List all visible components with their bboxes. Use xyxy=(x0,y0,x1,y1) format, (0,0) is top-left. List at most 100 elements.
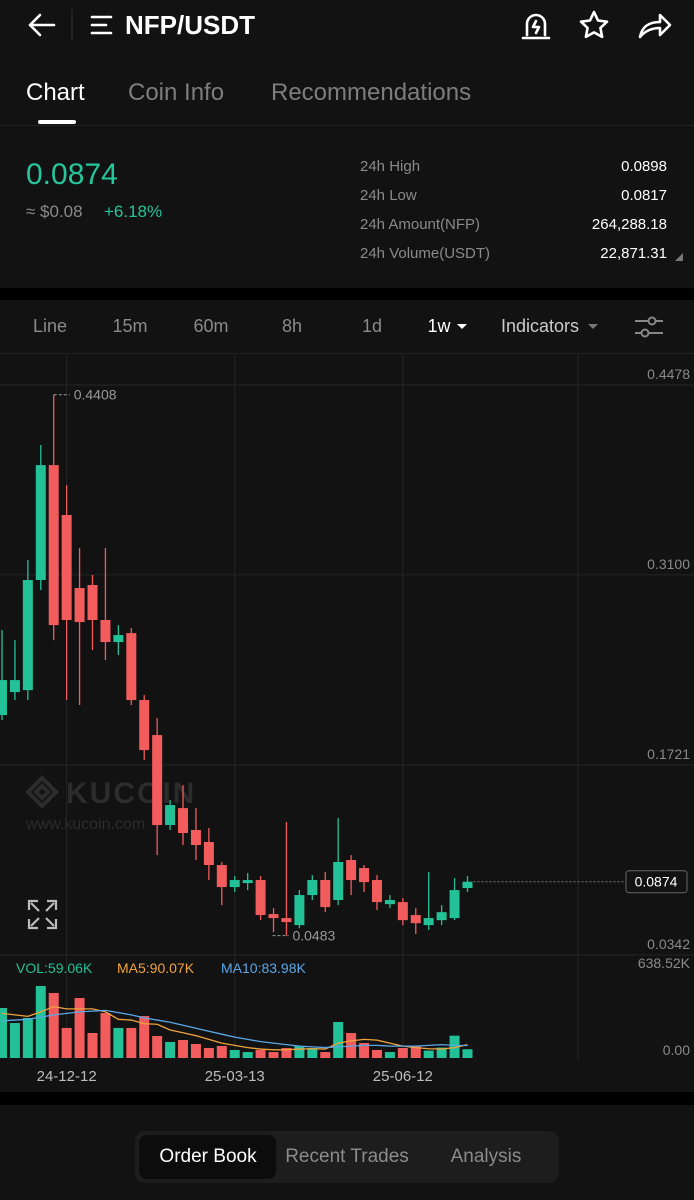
header-icons xyxy=(28,9,672,41)
candle-body xyxy=(307,880,318,896)
volume-bar xyxy=(100,1013,111,1058)
tab[interactable]: Recommendations xyxy=(271,79,472,106)
tab[interactable]: Coin Info xyxy=(128,79,225,106)
watermark: KUCOIN xyxy=(66,777,196,810)
candle-body xyxy=(190,830,201,846)
alert-icon[interactable] xyxy=(521,13,551,40)
segment[interactable]: Recent Trades xyxy=(285,1146,409,1167)
stat-label: 24h Amount(NFP) xyxy=(360,216,481,233)
settings-icon[interactable] xyxy=(634,314,664,340)
candle-body xyxy=(449,890,460,919)
volume-bar xyxy=(281,1048,292,1058)
interval[interactable]: Line xyxy=(32,316,68,336)
favorite-icon[interactable] xyxy=(579,10,609,39)
volume-bar xyxy=(371,1049,382,1058)
candle-body xyxy=(48,465,59,626)
volume-bar xyxy=(61,1027,72,1058)
legend-entry: MA10:83.98K xyxy=(221,960,306,976)
volume-bar xyxy=(384,1052,395,1058)
volume-bar xyxy=(320,1052,331,1058)
candle-body xyxy=(203,842,214,866)
y-tick-label: 0.1721 xyxy=(647,746,690,762)
candle-body xyxy=(294,895,305,926)
stat-value: 0.0898 xyxy=(621,158,667,175)
volume-bar xyxy=(0,1008,7,1058)
volume-bar xyxy=(9,1023,20,1058)
y-tick-label: 0.0342 xyxy=(647,936,690,952)
stat-label: 24h Volume(USDT) xyxy=(360,245,491,262)
ma-line xyxy=(1,1005,468,1051)
volume-bar xyxy=(268,1052,279,1058)
volume-bar xyxy=(165,1041,176,1058)
interval[interactable]: 60m xyxy=(193,316,229,336)
volume-bar xyxy=(126,1027,137,1058)
current-price-box xyxy=(625,870,688,894)
candle-body xyxy=(397,902,408,921)
volume-bar xyxy=(333,1021,344,1058)
dropdown-arrows xyxy=(457,324,598,329)
candle-body xyxy=(22,580,33,691)
candle-body xyxy=(152,735,163,826)
tab[interactable]: Chart xyxy=(26,79,85,106)
indicators-button[interactable]: Indicators xyxy=(500,316,580,336)
stat-label: 24h Low xyxy=(360,187,417,204)
share-icon[interactable] xyxy=(638,13,672,39)
volume-bar xyxy=(410,1046,421,1058)
candle-body xyxy=(165,805,176,826)
x-tick-label: 25-03-13 xyxy=(205,1068,265,1085)
interval[interactable]: 8h xyxy=(281,316,303,336)
tab-underline xyxy=(38,120,76,124)
volume-bar xyxy=(423,1050,434,1058)
volume-tick-label: 0.00 xyxy=(663,1042,690,1058)
fullscreen-icon[interactable] xyxy=(27,899,58,930)
candle-body xyxy=(281,918,292,923)
menu-icon[interactable] xyxy=(90,15,113,35)
candle-body xyxy=(61,514,72,620)
candle-body xyxy=(242,880,253,884)
candle-body xyxy=(333,861,344,901)
volume-bar xyxy=(139,1016,150,1058)
volume-bar xyxy=(397,1048,408,1058)
candle-body xyxy=(216,865,227,888)
volume-bar xyxy=(178,1039,189,1058)
volume-bar xyxy=(229,1049,240,1058)
candle-body xyxy=(139,700,150,751)
volume-bar xyxy=(74,998,85,1058)
last-price: 0.0874 xyxy=(26,158,118,191)
interval[interactable]: 1d xyxy=(361,316,383,336)
y-tick-label: 0.4478 xyxy=(647,366,690,382)
watermark-logo xyxy=(25,775,59,809)
divider xyxy=(0,353,694,354)
candle-body xyxy=(371,880,382,903)
volume-bar xyxy=(190,1044,201,1058)
corner-triangle xyxy=(675,253,683,261)
stat-value: 264,288.18 xyxy=(591,216,667,233)
candle-body xyxy=(0,680,7,716)
volume-bar xyxy=(294,1045,305,1058)
volume-bar xyxy=(113,1027,124,1058)
interval[interactable]: 15m xyxy=(112,316,148,336)
candle-body xyxy=(359,868,370,883)
stat-value: 22,871.31 xyxy=(600,245,667,262)
chart: KUCOIN www.kucoin.com 24-12-12 25-03-13 25-0… xyxy=(0,355,694,1085)
segment[interactable]: Order Book xyxy=(159,1146,257,1167)
section-gap xyxy=(0,288,694,300)
volume-bar xyxy=(35,985,46,1058)
candle-body xyxy=(423,918,434,926)
segment[interactable]: Analysis xyxy=(450,1146,522,1167)
volume-bar xyxy=(462,1049,473,1058)
back-icon[interactable] xyxy=(28,13,56,37)
candle-body xyxy=(436,912,447,921)
candle-body xyxy=(346,860,357,881)
section-gap xyxy=(0,1092,694,1105)
x-tick-label: 24-12-12 xyxy=(37,1068,97,1085)
volume-bar xyxy=(449,1035,460,1058)
ma-line xyxy=(1,1009,468,1049)
low-marker-label: 0.0483 xyxy=(292,928,335,944)
current-price-label: 0.0874 xyxy=(635,874,678,890)
volume-tick-label: 638.52K xyxy=(638,955,691,971)
interval[interactable]: 1w xyxy=(427,316,451,336)
segment-active xyxy=(139,1135,276,1179)
volume-bar xyxy=(436,1047,447,1058)
volume-bar xyxy=(87,1033,98,1058)
